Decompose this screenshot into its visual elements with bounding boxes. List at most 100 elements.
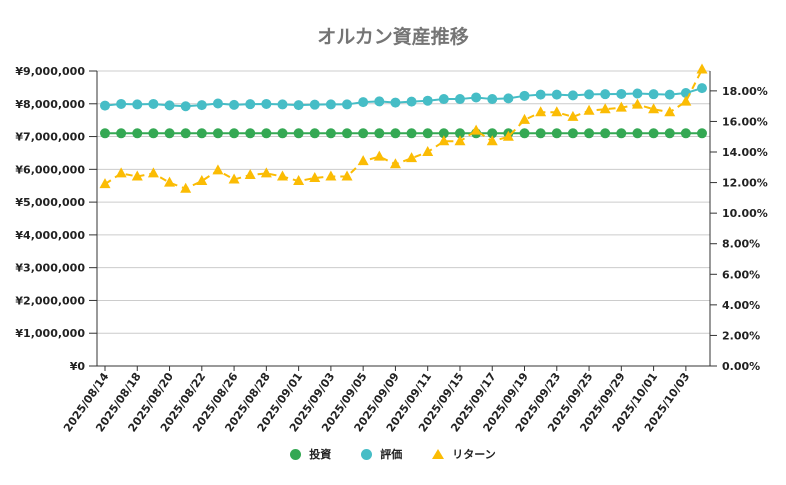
data-point	[374, 96, 385, 107]
data-point	[648, 128, 659, 139]
series-0	[100, 128, 707, 139]
y-right-tick-label: 16.00%	[722, 115, 768, 128]
data-point-triangle	[196, 175, 208, 186]
data-point	[551, 89, 562, 100]
data-point	[567, 90, 578, 101]
data-point	[438, 94, 449, 105]
data-point	[100, 100, 110, 111]
legend-label: リターン	[452, 448, 496, 461]
data-point	[535, 128, 546, 139]
y-left-tick-label: ¥8,000,000	[15, 98, 85, 111]
data-point-triangle	[680, 95, 692, 106]
data-point	[325, 128, 336, 139]
data-point	[358, 97, 369, 108]
y-left-tick-label: ¥0	[70, 360, 86, 373]
data-point-triangle	[212, 164, 224, 175]
y-left-tick-label: ¥7,000,000	[15, 131, 85, 144]
data-point-triangle	[438, 135, 450, 146]
data-point-triangle	[470, 124, 482, 135]
data-point	[196, 128, 207, 139]
data-point-triangle	[406, 152, 418, 163]
data-point	[551, 128, 562, 139]
y-left-tick-label: ¥4,000,000	[15, 229, 85, 242]
data-point-triangle	[454, 135, 466, 146]
data-point-triangle	[502, 130, 514, 141]
legend-circle-icon	[361, 448, 373, 460]
series-line	[104, 69, 703, 190]
y-left-tick-label: ¥5,000,000	[15, 196, 85, 209]
data-point-triangle	[260, 167, 272, 178]
data-point	[422, 95, 433, 106]
data-point	[567, 128, 578, 139]
data-point	[309, 99, 320, 110]
data-point	[519, 90, 530, 101]
data-point	[132, 99, 143, 110]
y-right-tick-label: 18.00%	[722, 85, 768, 98]
data-point-triangle	[131, 170, 143, 181]
data-point-triangle	[373, 150, 385, 161]
data-point	[648, 89, 659, 100]
data-point	[487, 128, 498, 139]
data-point	[697, 83, 707, 94]
y-right-tick-label: 0.00%	[722, 360, 760, 373]
data-point	[487, 94, 498, 105]
data-point	[406, 96, 417, 107]
data-point-triangle	[599, 103, 611, 114]
data-point	[454, 94, 465, 105]
data-point	[132, 128, 143, 139]
data-point-triangle	[293, 175, 305, 186]
y-left-tick-label: ¥9,000,000	[15, 65, 85, 78]
legend-item-investment[interactable]: 投資	[290, 446, 331, 462]
data-point	[390, 97, 401, 108]
data-point-triangle	[631, 98, 643, 109]
data-point-triangle	[309, 171, 321, 182]
data-point	[422, 128, 433, 139]
series-2	[99, 63, 708, 193]
data-point-triangle	[228, 173, 240, 184]
data-point	[358, 128, 369, 139]
y-left-tick-label: ¥1,000,000	[15, 327, 85, 340]
data-point	[261, 128, 272, 139]
y-right-tick-label: 14.00%	[722, 146, 768, 159]
data-point	[664, 89, 675, 100]
data-point	[180, 128, 191, 139]
y-right-tick-label: 10.00%	[722, 207, 768, 220]
data-point	[196, 100, 207, 111]
data-point	[164, 128, 175, 139]
data-point-triangle	[389, 158, 401, 169]
data-point	[212, 128, 223, 139]
data-point	[309, 128, 320, 139]
data-point	[471, 92, 482, 103]
data-point-triangle	[357, 155, 369, 166]
data-point	[212, 98, 223, 109]
data-point	[180, 101, 191, 112]
data-point	[503, 93, 514, 104]
data-point-triangle	[583, 104, 595, 115]
legend-label: 評価	[380, 448, 403, 461]
data-point	[454, 128, 465, 139]
data-point	[584, 128, 595, 139]
data-point	[261, 98, 272, 109]
data-point	[229, 128, 240, 139]
data-point-triangle	[422, 146, 434, 157]
data-point	[519, 128, 530, 139]
data-point	[374, 128, 385, 139]
data-point	[438, 128, 449, 139]
y-left-tick-label: ¥2,000,000	[15, 294, 85, 307]
data-point	[148, 98, 159, 109]
legend-item-valuation[interactable]: 評価	[361, 446, 402, 462]
data-point-triangle	[115, 167, 127, 178]
y-right-tick-label: 6.00%	[722, 268, 760, 281]
data-point	[616, 88, 627, 99]
data-point-triangle	[180, 182, 192, 193]
data-point	[680, 128, 691, 139]
y-right-tick-label: 8.00%	[722, 238, 760, 251]
legend-item-return[interactable]: リターン	[432, 446, 496, 462]
y-right-tick-label: 2.00%	[722, 329, 760, 342]
data-point-triangle	[551, 106, 563, 117]
data-point	[584, 89, 595, 100]
data-point	[148, 128, 159, 139]
data-point	[293, 128, 304, 139]
